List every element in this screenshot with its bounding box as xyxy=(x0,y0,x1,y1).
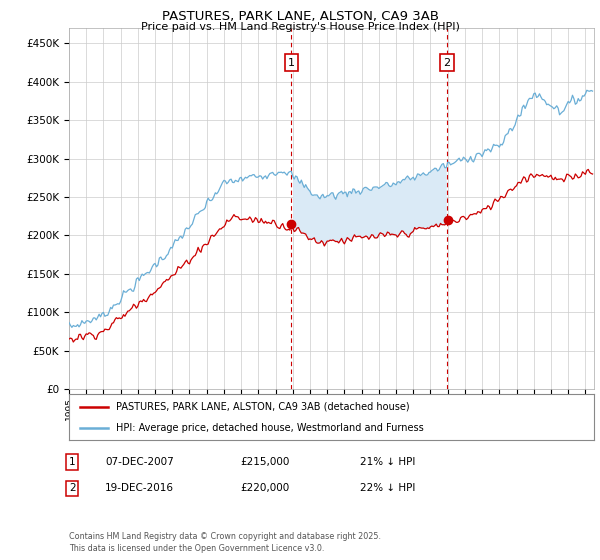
Text: 07-DEC-2007: 07-DEC-2007 xyxy=(105,457,174,467)
Text: 1: 1 xyxy=(288,58,295,68)
Text: 19-DEC-2016: 19-DEC-2016 xyxy=(105,483,174,493)
Text: 21% ↓ HPI: 21% ↓ HPI xyxy=(360,457,415,467)
Text: 22% ↓ HPI: 22% ↓ HPI xyxy=(360,483,415,493)
Text: Contains HM Land Registry data © Crown copyright and database right 2025.
This d: Contains HM Land Registry data © Crown c… xyxy=(69,532,381,553)
Text: 2: 2 xyxy=(69,483,76,493)
Text: PASTURES, PARK LANE, ALSTON, CA9 3AB (detached house): PASTURES, PARK LANE, ALSTON, CA9 3AB (de… xyxy=(116,402,410,412)
Text: Price paid vs. HM Land Registry's House Price Index (HPI): Price paid vs. HM Land Registry's House … xyxy=(140,22,460,32)
Text: £220,000: £220,000 xyxy=(240,483,289,493)
Text: 2: 2 xyxy=(443,58,451,68)
Text: £215,000: £215,000 xyxy=(240,457,289,467)
Text: PASTURES, PARK LANE, ALSTON, CA9 3AB: PASTURES, PARK LANE, ALSTON, CA9 3AB xyxy=(161,10,439,23)
Text: 1: 1 xyxy=(69,457,76,467)
Text: HPI: Average price, detached house, Westmorland and Furness: HPI: Average price, detached house, West… xyxy=(116,423,424,433)
